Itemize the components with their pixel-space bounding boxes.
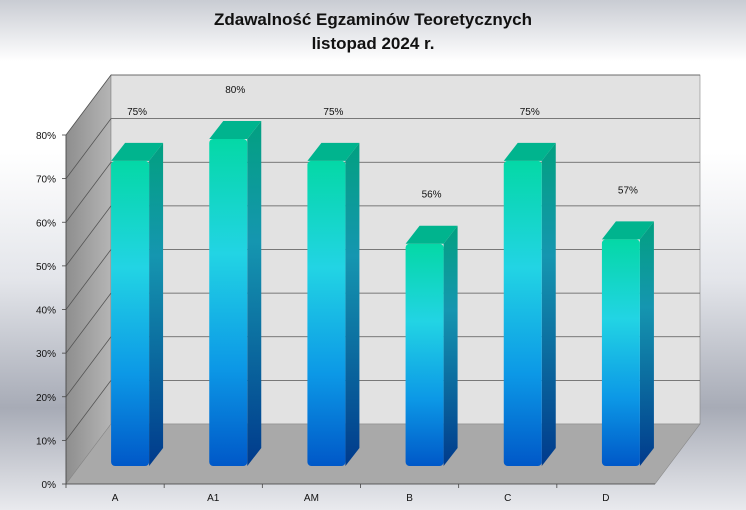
gridline-side [65, 205, 112, 267]
bar [405, 225, 458, 466]
y-tick-label: 30% [36, 349, 56, 360]
bar-side [443, 225, 458, 466]
bar-front [307, 160, 346, 466]
data-label: 56% [422, 190, 442, 201]
bar-front [601, 239, 640, 466]
bar [601, 221, 654, 466]
bar-side [345, 142, 360, 466]
data-label: 75% [520, 107, 540, 118]
x-tick-label: AM [304, 493, 319, 504]
bar [209, 121, 262, 466]
y-tick-label: 60% [36, 218, 56, 229]
y-tick-label: 0% [42, 480, 57, 491]
data-label: 75% [323, 107, 343, 118]
data-label: 57% [618, 185, 638, 196]
y-tick-label: 80% [36, 131, 56, 142]
bar-side [149, 142, 164, 466]
x-tick-label: B [406, 493, 413, 504]
bar-side [639, 221, 654, 466]
bar [111, 142, 164, 466]
bar-front [503, 160, 542, 466]
y-tick-label: 40% [36, 306, 56, 317]
bar-front [405, 243, 444, 466]
x-tick-label: A [112, 493, 119, 504]
data-label: 75% [127, 107, 147, 118]
bar-top [111, 142, 164, 161]
bar-top [601, 221, 654, 240]
gridline-side [65, 118, 112, 179]
bar-top [209, 121, 262, 139]
bar-front [111, 160, 150, 466]
data-label: 80% [225, 85, 245, 96]
gridline-side [65, 162, 112, 223]
gridline-side [65, 74, 112, 136]
gridline-side [65, 336, 112, 397]
bar-side [247, 121, 262, 466]
bar-side [541, 142, 556, 466]
gridline-side [65, 292, 112, 354]
chart-title: Zdawalność Egzaminów Teoretycznych [213, 10, 533, 29]
bar [307, 142, 360, 466]
bar-top [405, 225, 458, 244]
x-tick-label: C [504, 493, 511, 504]
bar [503, 142, 556, 466]
y-tick-label: 20% [36, 393, 56, 404]
y-tick-label: 10% [36, 436, 56, 447]
bar-front [209, 139, 248, 466]
bar-top [307, 142, 360, 161]
chart-subtitle: listopad 2024 r. [311, 34, 435, 53]
y-tick-label: 50% [36, 262, 56, 273]
gridline-side [65, 380, 112, 441]
gridline-side [65, 249, 112, 310]
bar-top [503, 142, 556, 161]
x-tick-label: A1 [207, 493, 220, 504]
y-tick-label: 70% [36, 175, 56, 186]
x-tick-label: D [602, 493, 609, 504]
